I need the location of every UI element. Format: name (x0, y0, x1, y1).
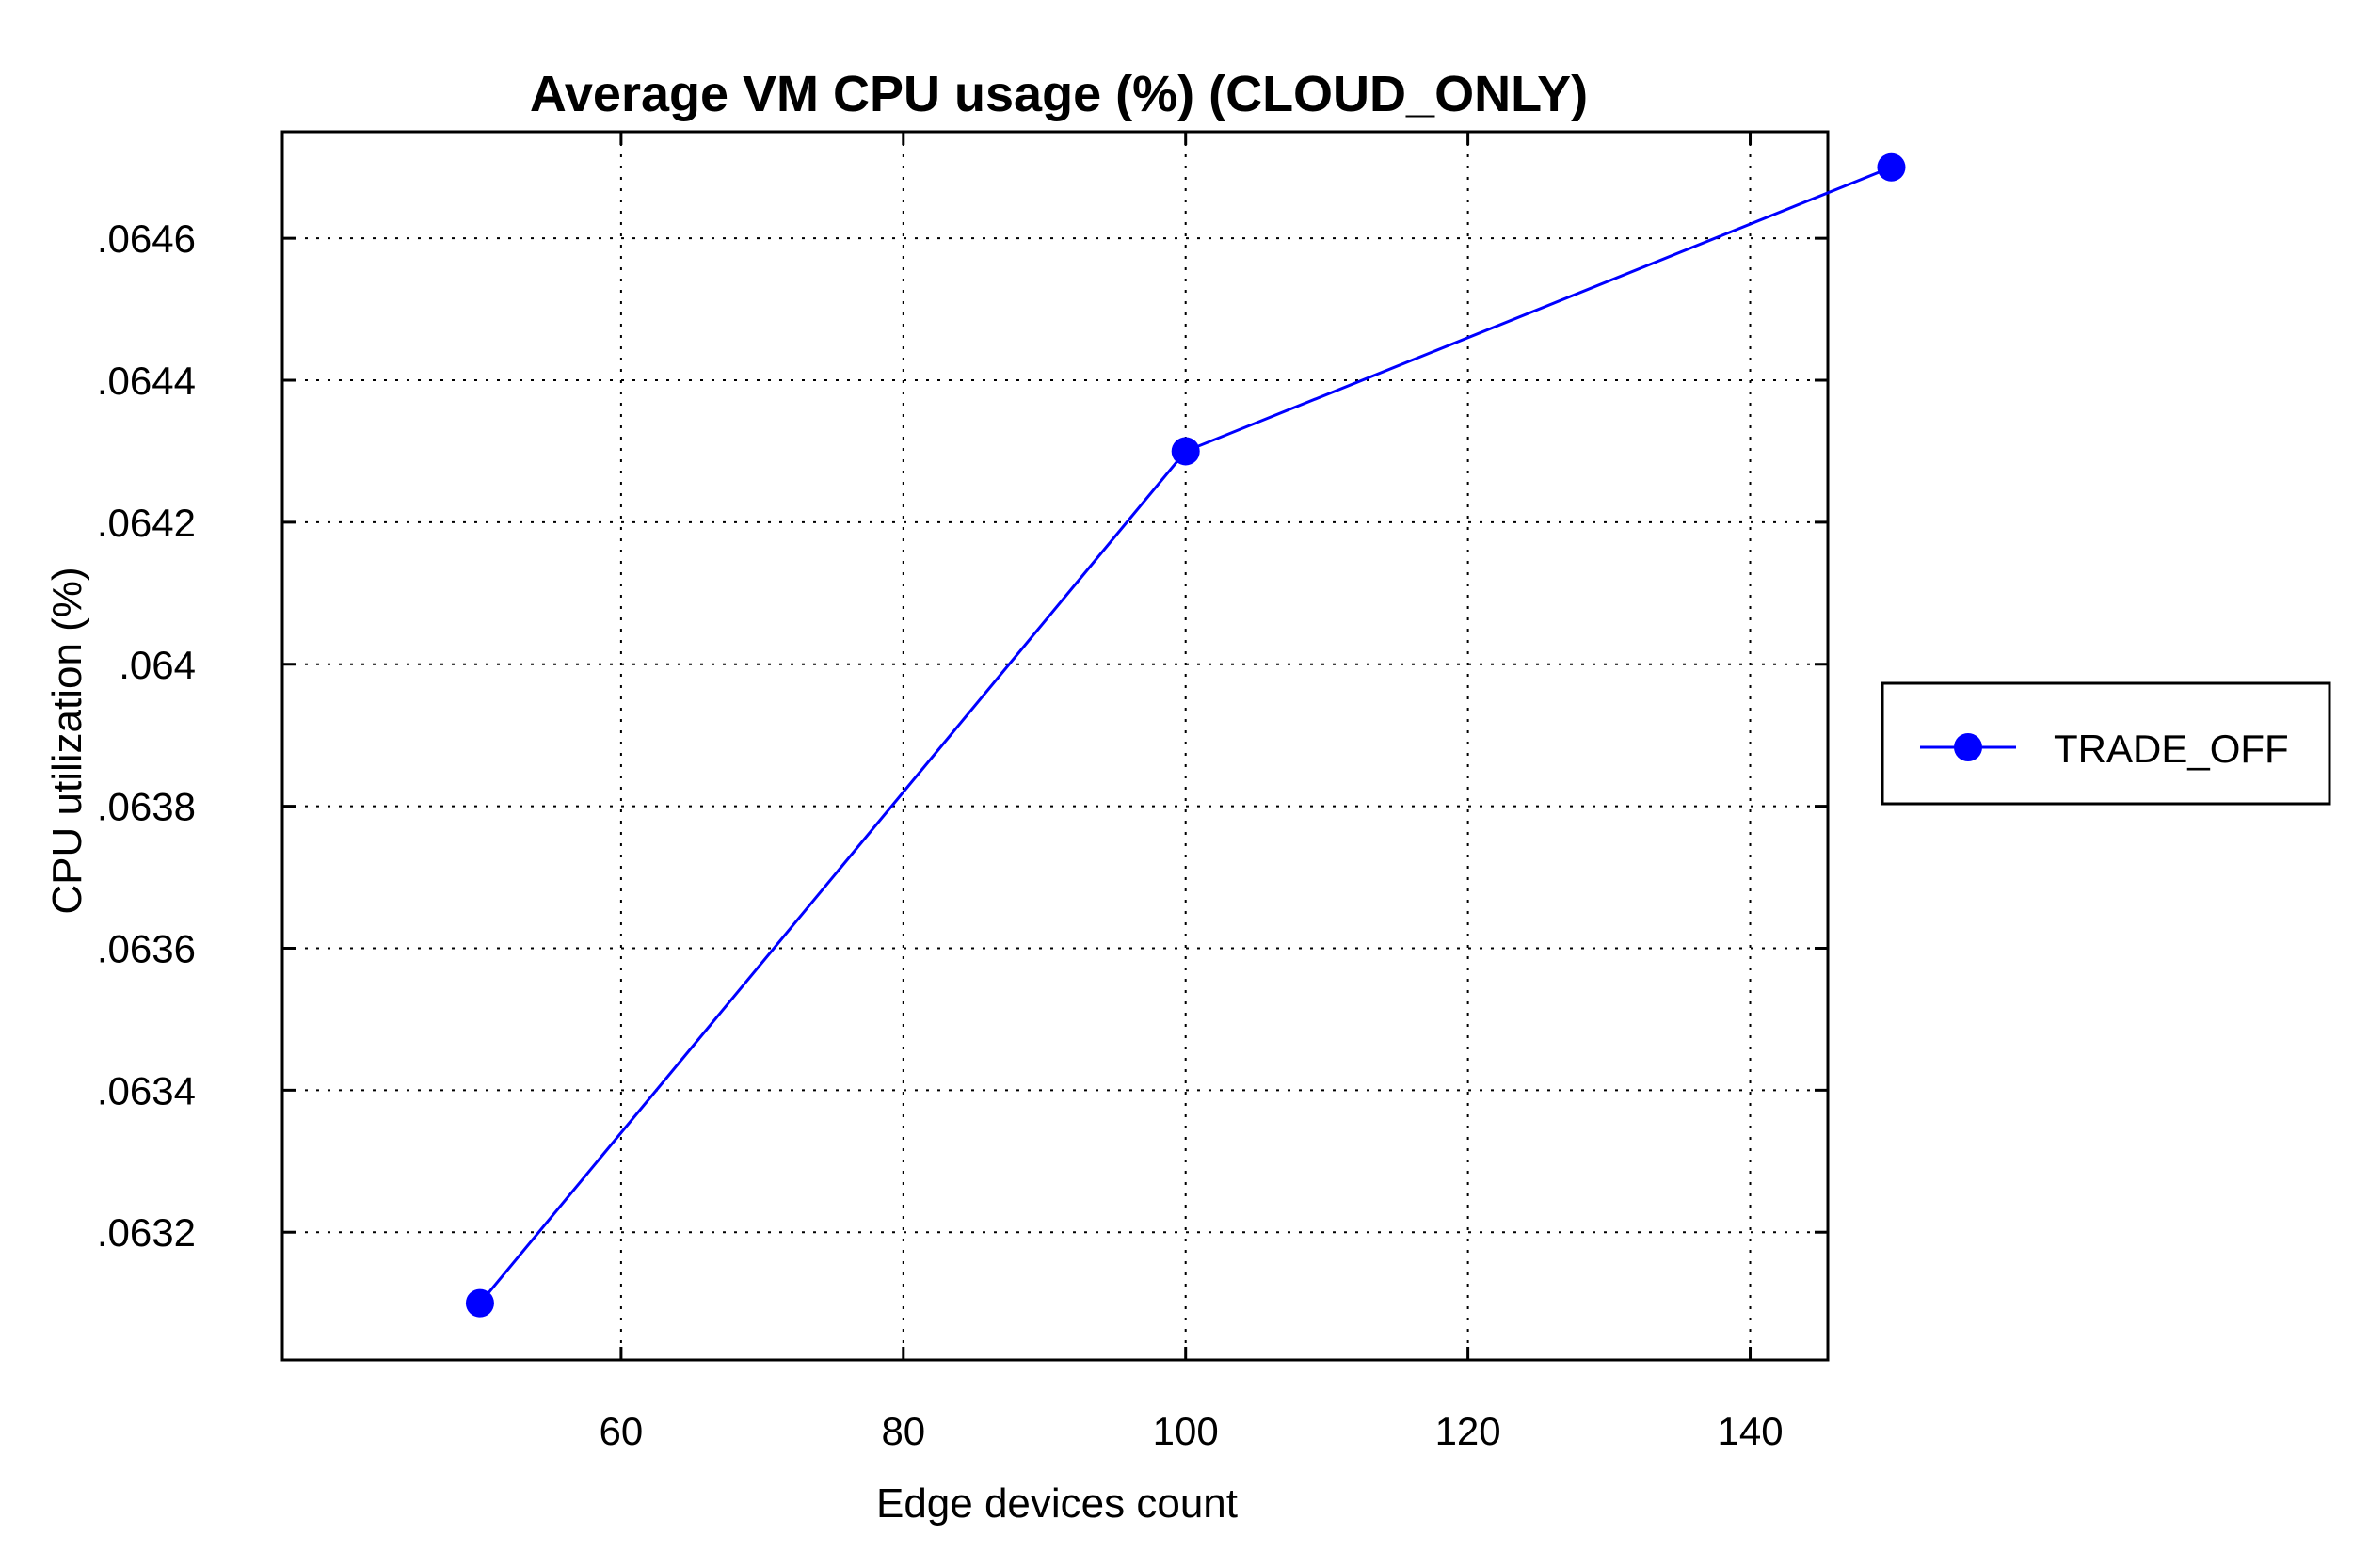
x-tick-label: 60 (600, 1409, 644, 1453)
y-axis-label: CPU utilization (%) (44, 567, 90, 914)
data-point (465, 1288, 494, 1318)
x-axis: 60 80 100 120 140 (600, 132, 1784, 1453)
y-axis: .0632 .0634 .0636 .0638 .064 .0642 .0644 .0646 (97, 216, 1828, 1255)
x-axis-label: Edge devices count (876, 1480, 1238, 1527)
data-point (1171, 437, 1200, 466)
legend-entry-label: TRADE_OFF (2054, 727, 2289, 771)
x-tick-label: 100 (1153, 1409, 1219, 1453)
grid (282, 132, 1828, 1360)
data-point (1877, 152, 1906, 182)
y-tick-label: .0636 (97, 926, 196, 970)
legend: TRADE_OFF (1881, 681, 2331, 806)
x-tick-label: 140 (1717, 1409, 1783, 1453)
x-tick-label: 120 (1435, 1409, 1501, 1453)
x-tick-label: 80 (881, 1409, 925, 1453)
plot-frame (280, 130, 1830, 1362)
y-tick-label: .0638 (97, 785, 196, 829)
y-tick-label: .0646 (97, 216, 196, 261)
chart-title: Average VM CPU usage (%) (CLOUD_ONLY) (530, 66, 1588, 122)
series-layer (465, 152, 1906, 1318)
y-tick-label: .0644 (97, 359, 196, 403)
y-tick-label: .064 (119, 643, 196, 687)
legend-marker-swatch (1954, 733, 1982, 761)
y-tick-label: .0632 (97, 1210, 196, 1255)
y-tick-label: .0642 (97, 501, 196, 545)
y-tick-label: .0634 (97, 1068, 196, 1112)
